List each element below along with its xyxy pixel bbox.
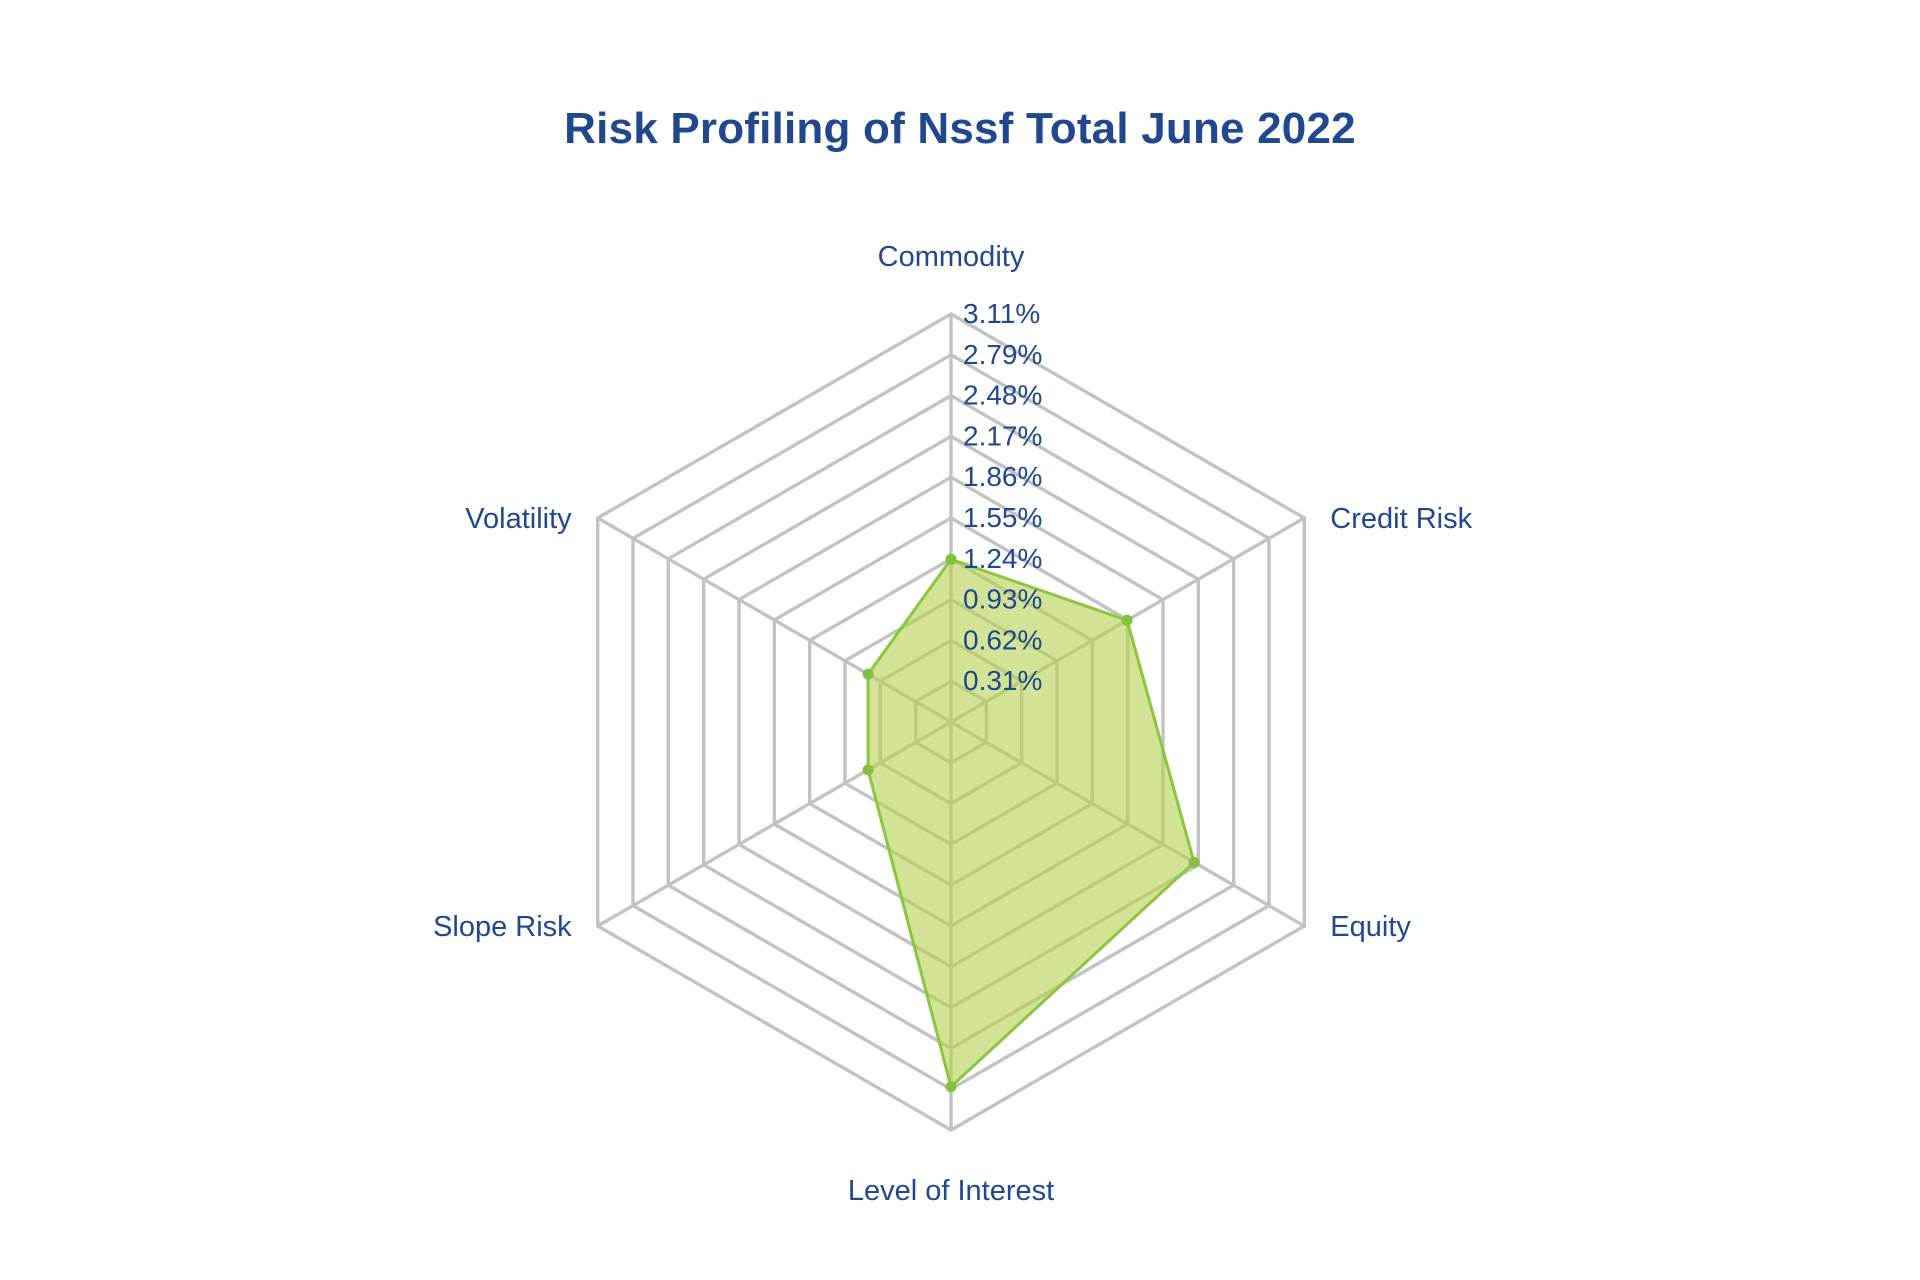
chart-title: Risk Profiling of Nssf Total June 2022 xyxy=(564,104,1356,153)
radar-series xyxy=(862,553,1200,1093)
tick-label: 1.55% xyxy=(963,502,1042,533)
axis-label-slope-risk: Slope Risk xyxy=(433,911,572,943)
tick-label: 1.24% xyxy=(963,543,1042,574)
tick-label: 0.93% xyxy=(963,584,1042,615)
data-point-volatility xyxy=(862,668,874,680)
axis-label-level-of-interest: Level of Interest xyxy=(848,1175,1054,1207)
tick-label: 2.79% xyxy=(963,339,1042,370)
axis-label-equity: Equity xyxy=(1330,911,1411,943)
tick-label: 2.48% xyxy=(963,380,1042,411)
data-point-commodity xyxy=(945,553,957,565)
data-point-equity xyxy=(1188,856,1200,868)
data-point-credit-risk xyxy=(1121,614,1133,626)
tick-label: 2.17% xyxy=(963,420,1042,451)
tick-label: 0.31% xyxy=(963,665,1042,696)
tick-label: 0.62% xyxy=(963,624,1042,655)
axis-label-commodity: Commodity xyxy=(878,241,1025,273)
data-point-level-of-interest xyxy=(945,1081,957,1093)
data-point-slope-risk xyxy=(862,764,874,776)
axis-label-volatility: Volatility xyxy=(465,503,572,535)
axis-label-credit-risk: Credit Risk xyxy=(1330,503,1472,535)
radar-tick-labels: 3.11% 2.79% 2.48% 2.17% 1.86% 1.55% 1.24% 0.93%… xyxy=(963,298,1042,696)
tick-label: 3.11% xyxy=(963,298,1040,329)
radar-axis-labels: Commodity Credit Risk Equity Level of Inter… xyxy=(433,241,1473,1207)
tick-label: 1.86% xyxy=(963,461,1042,492)
